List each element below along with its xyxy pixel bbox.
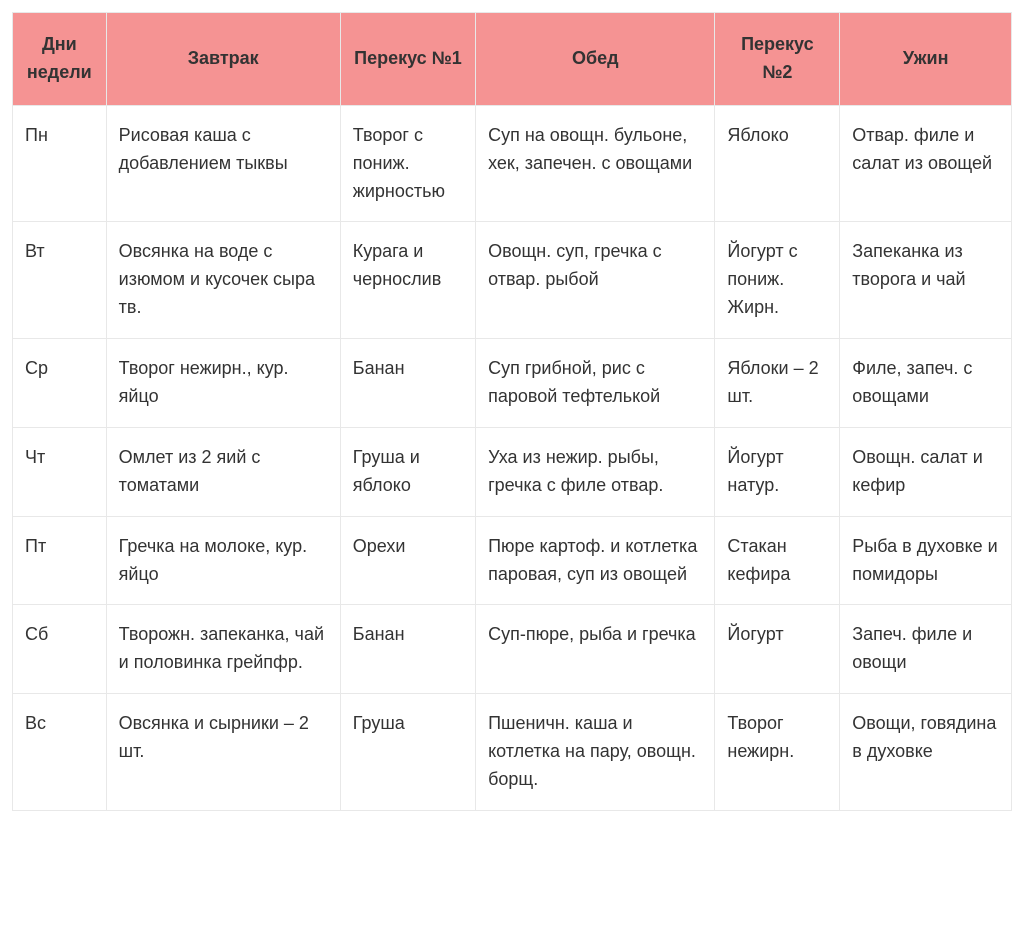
table-cell: Вс <box>13 694 107 811</box>
table-cell: Рыба в духовке и помидоры <box>840 516 1012 605</box>
table-cell: Овощи, говядина в духовке <box>840 694 1012 811</box>
table-cell: Чт <box>13 427 107 516</box>
table-row: СбТворожн. запеканка, чай и половинка гр… <box>13 605 1012 694</box>
table-cell: Яблоко <box>715 105 840 222</box>
table-cell: Уха из нежир. рыбы, гречка с филе отвар. <box>476 427 715 516</box>
table-row: ВсОвсянка и сырники – 2 шт.ГрушаПшеничн.… <box>13 694 1012 811</box>
col-header-snack1: Перекус №1 <box>340 13 475 106</box>
table-cell: Пшеничн. каша и котлетка на пару, овощн.… <box>476 694 715 811</box>
table-cell: Банан <box>340 339 475 428</box>
col-header-day: Дни недели <box>13 13 107 106</box>
table-body: ПнРисовая каша с добавлением тыквыТворог… <box>13 105 1012 810</box>
table-cell: Гречка на молоке, кур. яйцо <box>106 516 340 605</box>
table-cell: Яблоки – 2 шт. <box>715 339 840 428</box>
table-cell: Суп-пюре, рыба и гречка <box>476 605 715 694</box>
table-cell: Филе, запеч. с овощами <box>840 339 1012 428</box>
table-cell: Творог с пониж. жирностью <box>340 105 475 222</box>
table-cell: Йогурт с пониж. Жирн. <box>715 222 840 339</box>
table-cell: Творог нежирн., кур. яйцо <box>106 339 340 428</box>
col-header-lunch: Обед <box>476 13 715 106</box>
table-cell: Йогурт натур. <box>715 427 840 516</box>
table-cell: Овсянка и сырники – 2 шт. <box>106 694 340 811</box>
table-cell: Курага и чернослив <box>340 222 475 339</box>
table-cell: Овсянка на воде с изюмом и кусочек сыра … <box>106 222 340 339</box>
table-cell: Стакан кефира <box>715 516 840 605</box>
header-row: Дни недели Завтрак Перекус №1 Обед Перек… <box>13 13 1012 106</box>
col-header-snack2: Перекус №2 <box>715 13 840 106</box>
table-cell: Груша и яблоко <box>340 427 475 516</box>
table-cell: Орехи <box>340 516 475 605</box>
table-row: ПтГречка на молоке, кур. яйцоОрехиПюре к… <box>13 516 1012 605</box>
table-cell: Пт <box>13 516 107 605</box>
meal-plan-table: Дни недели Завтрак Перекус №1 Обед Перек… <box>12 12 1012 811</box>
table-cell: Рисовая каша с добавлением тыквы <box>106 105 340 222</box>
table-row: СрТворог нежирн., кур. яйцоБананСуп гриб… <box>13 339 1012 428</box>
table-cell: Суп грибной, рис с паровой тефтелькой <box>476 339 715 428</box>
table-header: Дни недели Завтрак Перекус №1 Обед Перек… <box>13 13 1012 106</box>
table-cell: Творог нежирн. <box>715 694 840 811</box>
table-cell: Сб <box>13 605 107 694</box>
table-row: ЧтОмлет из 2 яий с томатамиГруша и яблок… <box>13 427 1012 516</box>
table-cell: Пн <box>13 105 107 222</box>
table-cell: Груша <box>340 694 475 811</box>
table-cell: Банан <box>340 605 475 694</box>
table-cell: Пюре картоф. и котлетка паровая, суп из … <box>476 516 715 605</box>
table-cell: Омлет из 2 яий с томатами <box>106 427 340 516</box>
table-row: ВтОвсянка на воде с изюмом и кусочек сыр… <box>13 222 1012 339</box>
table-cell: Йогурт <box>715 605 840 694</box>
table-cell: Ср <box>13 339 107 428</box>
table-row: ПнРисовая каша с добавлением тыквыТворог… <box>13 105 1012 222</box>
col-header-dinner: Ужин <box>840 13 1012 106</box>
table-cell: Вт <box>13 222 107 339</box>
table-cell: Запеч. филе и овощи <box>840 605 1012 694</box>
table-cell: Овощн. суп, гречка с отвар. рыбой <box>476 222 715 339</box>
table-cell: Запеканка из творога и чай <box>840 222 1012 339</box>
table-cell: Суп на овощн. бульоне, хек, запечен. с о… <box>476 105 715 222</box>
table-cell: Творожн. запеканка, чай и половинка грей… <box>106 605 340 694</box>
col-header-breakfast: Завтрак <box>106 13 340 106</box>
table-cell: Отвар. филе и салат из овощей <box>840 105 1012 222</box>
table-cell: Овощн. салат и кефир <box>840 427 1012 516</box>
